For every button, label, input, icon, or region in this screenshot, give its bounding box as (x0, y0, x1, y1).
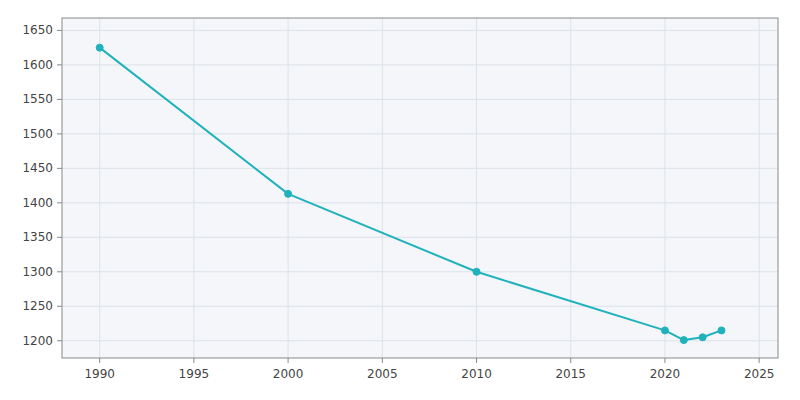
y-tick-label: 1350 (22, 230, 53, 244)
y-tick (57, 30, 62, 31)
x-tick (759, 358, 760, 363)
point (718, 327, 725, 334)
y-tick (57, 99, 62, 100)
x-grid-line (382, 18, 383, 358)
x-tick-label: 2025 (744, 367, 775, 381)
y-grid-line (62, 340, 778, 341)
x-tick-label: 2020 (650, 367, 681, 381)
x-grid-line (759, 18, 760, 358)
x-tick-label: 1995 (179, 367, 210, 381)
point (285, 190, 292, 197)
y-tick (57, 271, 62, 272)
x-grid-line (193, 18, 194, 358)
y-tick-label: 1650 (22, 23, 53, 37)
chart-container: 1990 1995 2000 2005 2010 2015 2020 2025 1200 1250… (0, 0, 800, 400)
x-tick (664, 358, 665, 363)
x-tick-label: 2010 (461, 367, 492, 381)
x-grid-line (99, 18, 100, 358)
y-tick (57, 306, 62, 307)
point (680, 337, 687, 344)
y-tick-label: 1400 (22, 196, 53, 210)
x-grid-line (476, 18, 477, 358)
x-tick (193, 358, 194, 363)
y-tick (57, 202, 62, 203)
y-tick (57, 133, 62, 134)
x-tick-label: 2000 (273, 367, 304, 381)
plot-background (62, 18, 778, 358)
y-tick-label: 1300 (22, 265, 53, 279)
y-grid-line (62, 306, 778, 307)
x-tick-label: 1990 (84, 367, 115, 381)
data-layer (96, 44, 725, 343)
x-grid-line (288, 18, 289, 358)
page: {"chart_data": {"type": "line", "x": [19… (0, 0, 800, 400)
y-grid-line (62, 237, 778, 238)
y-grid-line (62, 168, 778, 169)
x-grid-line (570, 18, 571, 358)
x-tick-label: 2005 (367, 367, 398, 381)
y-tick-label: 1600 (22, 58, 53, 72)
y-tick-label: 1450 (22, 161, 53, 175)
y-tick (57, 168, 62, 169)
x-tick-label: 2015 (555, 367, 586, 381)
y-grid-line (62, 202, 778, 203)
point (661, 327, 668, 334)
x-tick (570, 358, 571, 363)
chart-svg: 1990 1995 2000 2005 2010 2015 2020 2025 1200 1250… (0, 0, 800, 400)
y-tick-label: 1200 (22, 334, 53, 348)
grid (62, 18, 778, 358)
x-tick (288, 358, 289, 363)
y-grid-line (62, 99, 778, 100)
x-tick (382, 358, 383, 363)
axes: 1990 1995 2000 2005 2010 2015 2020 2025 1200 1250… (22, 18, 778, 381)
y-grid-line (62, 30, 778, 31)
x-tick (99, 358, 100, 363)
y-tick (57, 64, 62, 65)
point (473, 268, 480, 275)
y-tick-label: 1500 (22, 127, 53, 141)
y-tick-label: 1250 (22, 299, 53, 313)
y-tick (57, 237, 62, 238)
y-grid-line (62, 271, 778, 272)
point (96, 44, 103, 51)
x-grid-line (664, 18, 665, 358)
x-tick (476, 358, 477, 363)
y-grid-line (62, 133, 778, 134)
plot-frame (62, 18, 778, 358)
line (100, 48, 722, 340)
y-grid-line (62, 64, 778, 65)
y-tick (57, 340, 62, 341)
y-tick-label: 1550 (22, 92, 53, 106)
point (699, 334, 706, 341)
